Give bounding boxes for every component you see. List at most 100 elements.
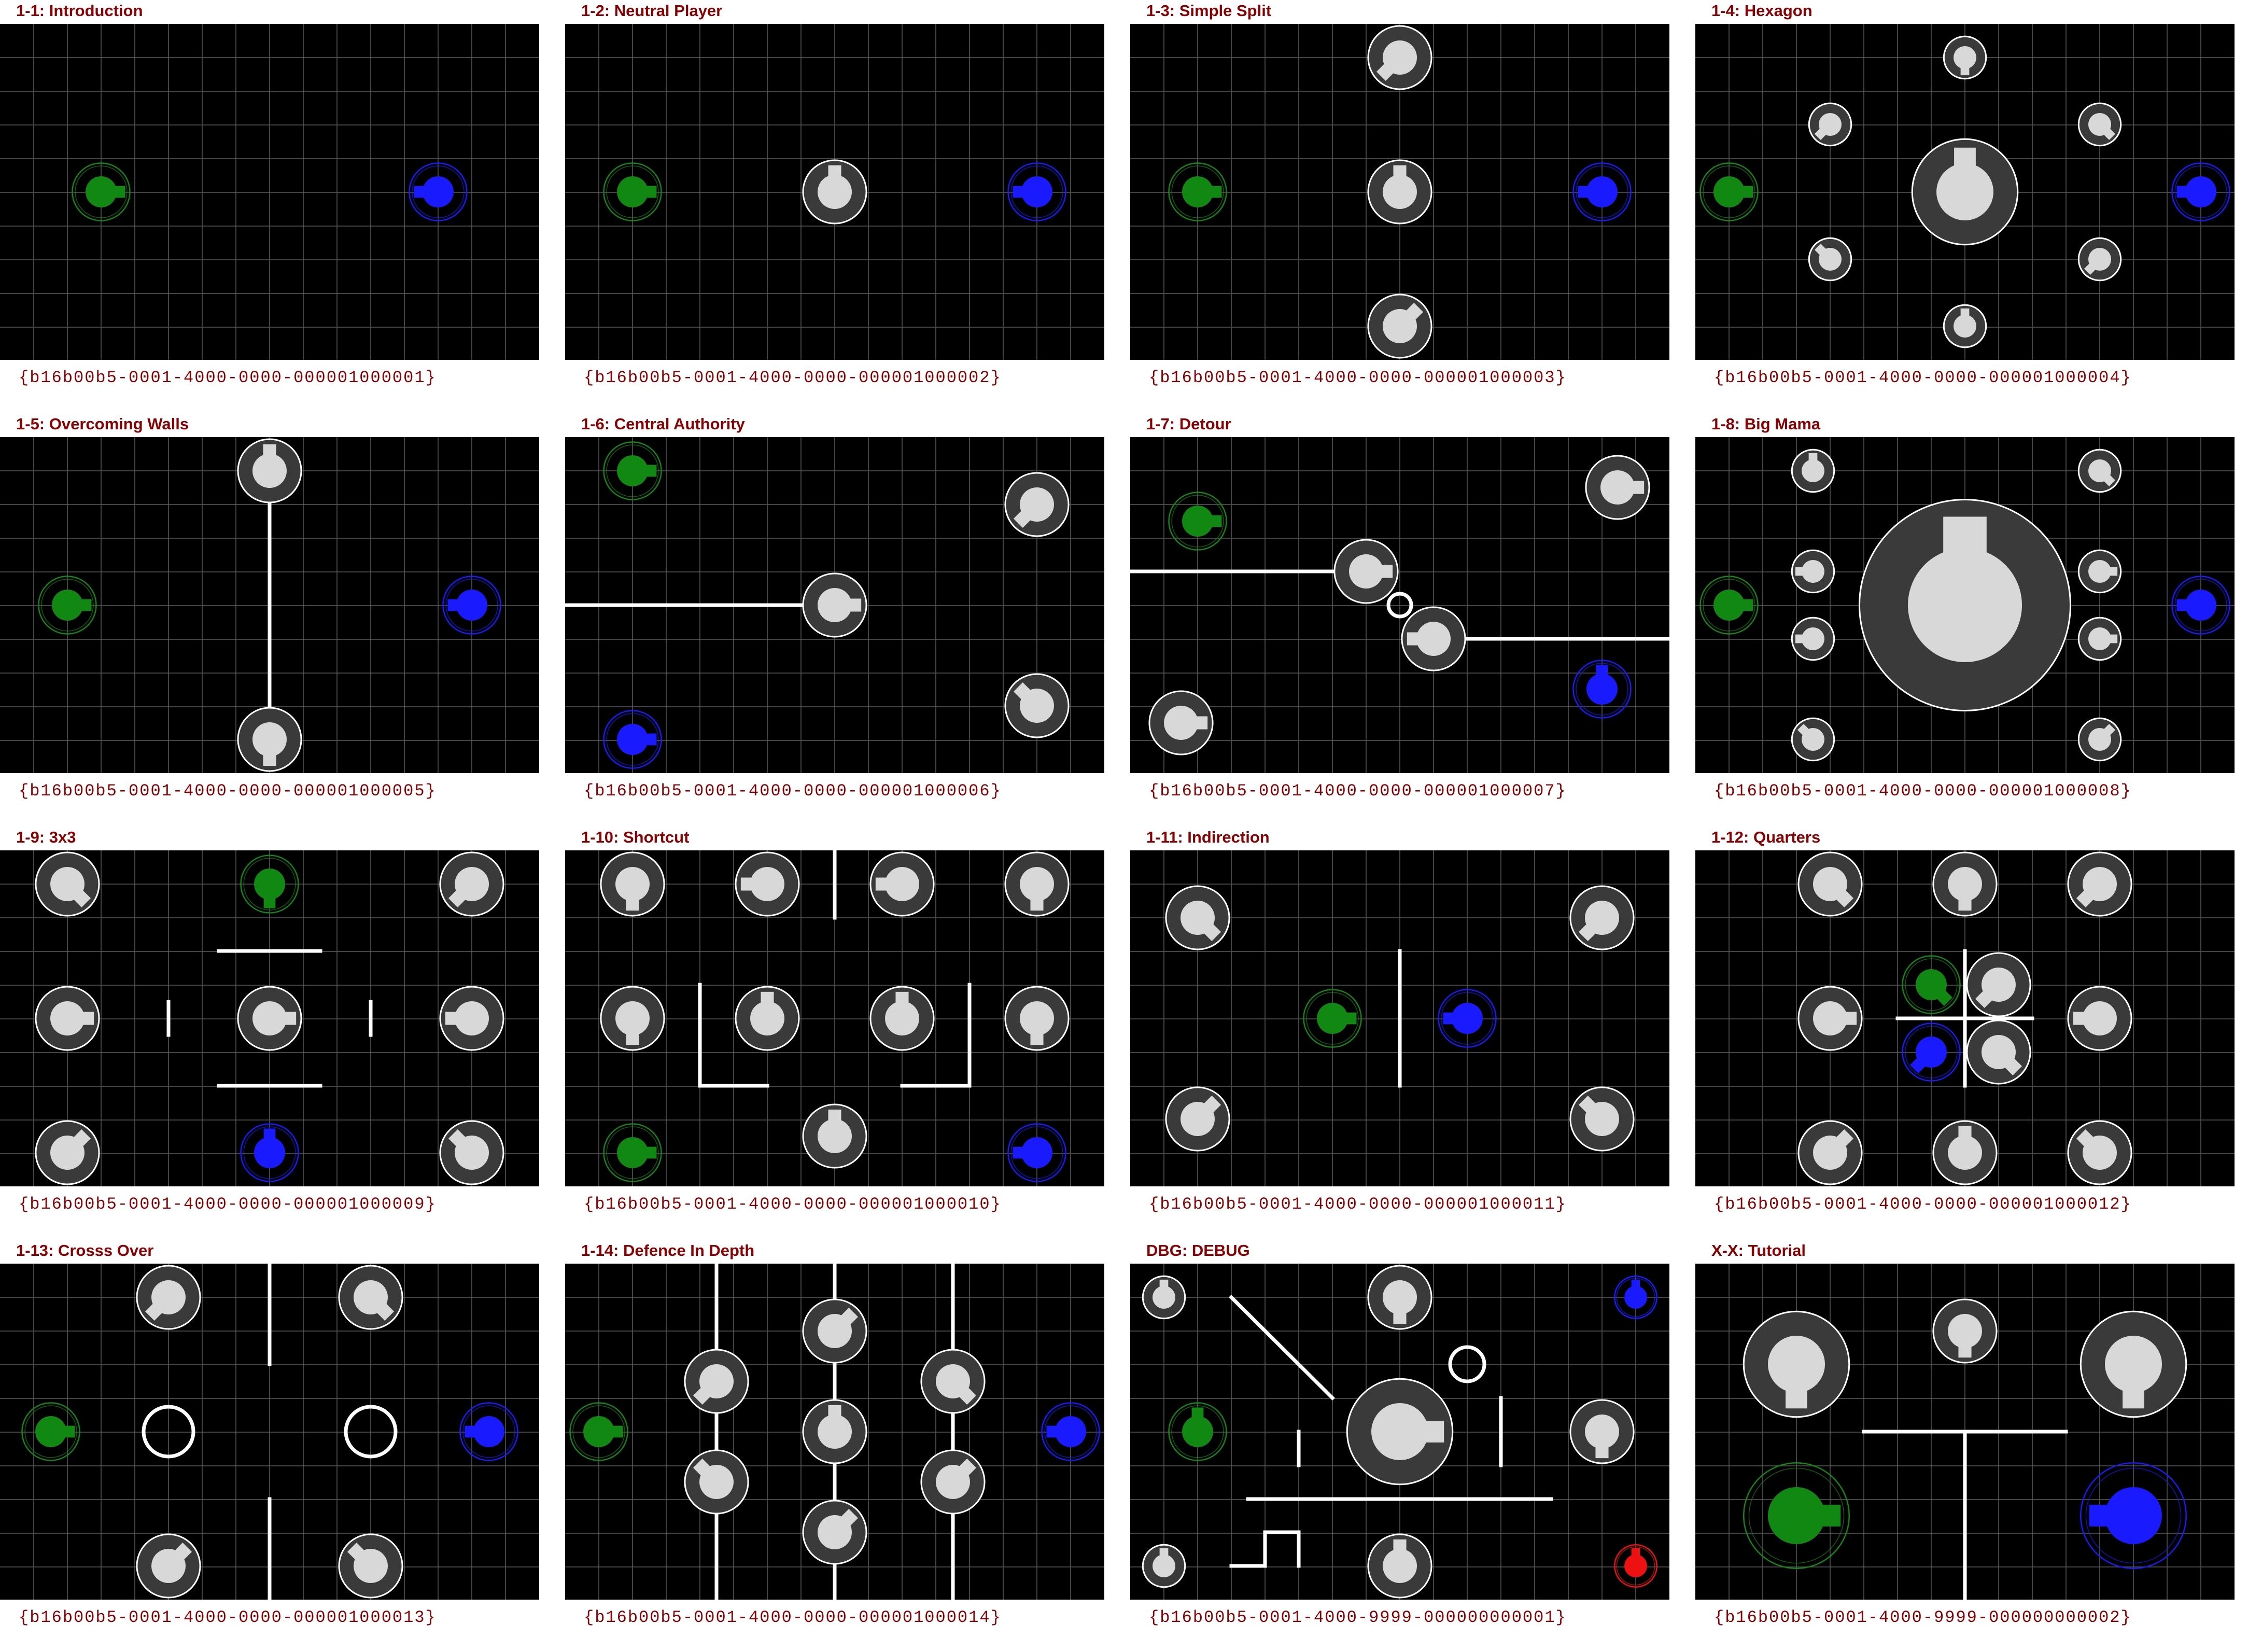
level-board[interactable] xyxy=(565,1264,1104,1600)
neutral-cell[interactable] xyxy=(1004,673,1070,738)
neutral-cell[interactable] xyxy=(802,1103,867,1169)
neutral-cell[interactable] xyxy=(1367,293,1432,359)
neutral-cell[interactable] xyxy=(735,986,800,1051)
neutral-cell[interactable] xyxy=(1932,1298,1998,1364)
neutral-cell[interactable] xyxy=(1791,549,1835,594)
neutral-cell[interactable] xyxy=(1797,851,1863,917)
level-board[interactable] xyxy=(1130,850,1669,1186)
neutral-cell[interactable] xyxy=(1943,304,1987,348)
neutral-cell[interactable] xyxy=(1585,455,1650,520)
neutral-cell[interactable] xyxy=(2077,617,2122,661)
neutral-cell[interactable] xyxy=(237,986,302,1051)
neutral-cell[interactable] xyxy=(439,851,504,917)
level-board[interactable] xyxy=(1695,24,2235,360)
red-player-cell[interactable] xyxy=(1614,1544,1657,1588)
neutral-cell[interactable] xyxy=(600,851,665,917)
neutral-cell[interactable] xyxy=(237,707,302,772)
blue-player-cell[interactable] xyxy=(1902,1023,1961,1082)
level-board[interactable] xyxy=(565,437,1104,773)
neutral-cell[interactable] xyxy=(1808,102,1852,147)
blue-player-cell[interactable] xyxy=(603,710,662,769)
level-board[interactable] xyxy=(1695,1264,2235,1600)
neutral-cell[interactable] xyxy=(2067,851,2132,917)
neutral-cell[interactable] xyxy=(600,986,665,1051)
level-panel-1-8[interactable]: 1-8: Big Mama {b16b00b5-0001-4000-0000-0… xyxy=(1695,413,2235,825)
neutral-cell[interactable] xyxy=(338,1265,403,1330)
neutral-cell[interactable] xyxy=(1367,159,1432,225)
neutral-cell[interactable] xyxy=(1333,539,1399,604)
neutral-cell[interactable] xyxy=(1148,690,1214,755)
neutral-cell[interactable] xyxy=(1004,472,1070,537)
blue-player-cell[interactable] xyxy=(1438,989,1497,1048)
neutral-cell[interactable] xyxy=(1743,1310,1850,1418)
neutral-cell[interactable] xyxy=(869,851,935,917)
neutral-cell[interactable] xyxy=(2077,717,2122,762)
neutral-cell[interactable] xyxy=(2067,1120,2132,1185)
neutral-cell[interactable] xyxy=(920,1449,986,1515)
neutral-cell[interactable] xyxy=(237,438,302,503)
blue-player-cell[interactable] xyxy=(1041,1402,1100,1461)
blue-player-cell[interactable] xyxy=(1572,660,1632,719)
neutral-cell[interactable] xyxy=(439,986,504,1051)
neutral-cell[interactable] xyxy=(1966,1019,2031,1085)
green-player-cell[interactable] xyxy=(1699,576,1759,635)
level-panel-tutorial[interactable]: X-X: Tutorial {b16b00b5-0001-4000-9999-0… xyxy=(1695,1240,2235,1652)
neutral-cell[interactable] xyxy=(35,1120,100,1185)
level-panel-1-13[interactable]: 1-13: Crosss Over {b16b00b5-0001-4000-00… xyxy=(0,1240,539,1652)
level-panel-1-1[interactable]: 1-1: Introduction {b16b00b5-0001-4000-00… xyxy=(0,0,539,412)
green-player-cell[interactable] xyxy=(603,441,662,500)
green-player-cell[interactable] xyxy=(38,576,97,635)
green-player-cell[interactable] xyxy=(21,1402,80,1461)
neutral-cell[interactable] xyxy=(2077,102,2122,147)
level-board[interactable] xyxy=(1695,437,2235,773)
level-board[interactable] xyxy=(0,24,539,360)
green-player-cell[interactable] xyxy=(1743,1462,1850,1569)
neutral-cell[interactable] xyxy=(136,1533,201,1599)
neutral-cell[interactable] xyxy=(1367,1533,1432,1599)
green-player-cell[interactable] xyxy=(1168,162,1227,221)
level-panel-dbg[interactable]: DBG: DEBUG {b16b00b5-0001-4000-9999-0000… xyxy=(1130,1240,1669,1652)
neutral-cell[interactable] xyxy=(1859,499,2071,711)
blue-player-cell[interactable] xyxy=(2171,576,2230,635)
level-panel-1-12[interactable]: 1-12: Quarters {b16b00b5-0001-4000-0000-… xyxy=(1695,827,2235,1239)
level-board[interactable] xyxy=(565,850,1104,1186)
neutral-cell[interactable] xyxy=(1367,1265,1432,1330)
blue-player-cell[interactable] xyxy=(409,162,468,221)
level-board[interactable] xyxy=(0,850,539,1186)
neutral-cell[interactable] xyxy=(684,1349,749,1414)
neutral-cell[interactable] xyxy=(1966,952,2031,1017)
neutral-cell[interactable] xyxy=(920,1349,986,1414)
neutral-cell[interactable] xyxy=(1367,25,1432,90)
blue-player-cell[interactable] xyxy=(2171,162,2230,221)
neutral-cell[interactable] xyxy=(1791,449,1835,493)
neutral-cell[interactable] xyxy=(1791,717,1835,762)
neutral-cell[interactable] xyxy=(1346,1378,1454,1486)
blue-player-cell[interactable] xyxy=(240,1123,299,1182)
neutral-cell[interactable] xyxy=(2067,986,2132,1051)
neutral-cell[interactable] xyxy=(2077,549,2122,594)
neutral-cell[interactable] xyxy=(1569,1399,1635,1464)
level-board[interactable] xyxy=(0,1264,539,1600)
neutral-cell[interactable] xyxy=(802,572,867,638)
green-player-cell[interactable] xyxy=(1168,1402,1227,1461)
level-panel-1-6[interactable]: 1-6: Central Authority {b16b00b5-0001-40… xyxy=(565,413,1104,825)
level-panel-1-11[interactable]: 1-11: Indirection {b16b00b5-0001-4000-00… xyxy=(1130,827,1669,1239)
level-panel-1-9[interactable]: 1-9: 3x3 {b16b00b5-0001-4000-0000-000001… xyxy=(0,827,539,1239)
neutral-cell[interactable] xyxy=(1797,986,1863,1051)
blue-player-cell[interactable] xyxy=(442,576,501,635)
level-board[interactable] xyxy=(1130,24,1669,360)
level-panel-1-5[interactable]: 1-5: Overcoming Walls {b16b00b5-0001-400… xyxy=(0,413,539,825)
level-board[interactable] xyxy=(0,437,539,773)
green-player-cell[interactable] xyxy=(240,855,299,914)
blue-player-cell[interactable] xyxy=(1007,162,1066,221)
green-player-cell[interactable] xyxy=(72,162,131,221)
neutral-cell[interactable] xyxy=(869,986,935,1051)
neutral-cell[interactable] xyxy=(2077,449,2122,493)
neutral-cell[interactable] xyxy=(735,851,800,917)
neutral-cell[interactable] xyxy=(1142,1544,1186,1588)
blue-player-cell[interactable] xyxy=(459,1402,518,1461)
neutral-cell[interactable] xyxy=(1569,1086,1635,1152)
neutral-cell[interactable] xyxy=(1142,1275,1186,1320)
level-board[interactable] xyxy=(1130,437,1669,773)
neutral-cell[interactable] xyxy=(35,851,100,917)
